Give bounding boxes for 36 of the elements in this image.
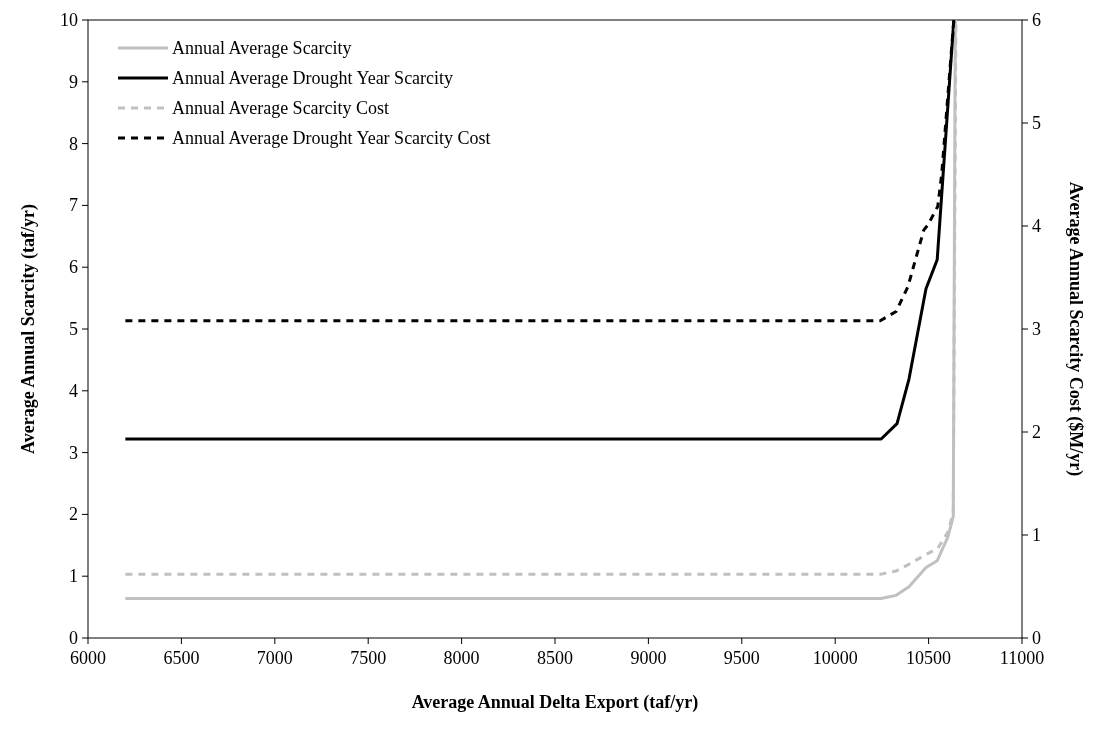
x-tick-label: 11000 xyxy=(999,648,1045,668)
y2-tick-label: 6 xyxy=(1032,10,1041,30)
y2-tick-label: 2 xyxy=(1032,422,1041,442)
x-tick-label: 8000 xyxy=(443,648,480,668)
x-tick-label: 6500 xyxy=(163,648,200,668)
y-tick-label: 7 xyxy=(69,195,78,216)
y-tick-label: 2 xyxy=(69,504,78,525)
x-tick-label: 10500 xyxy=(906,648,952,668)
x-tick-label: 7500 xyxy=(350,648,387,668)
y-tick-label: 0 xyxy=(69,628,78,648)
x-tick-label: 8500 xyxy=(537,648,573,668)
y-tick-label: 3 xyxy=(69,442,78,463)
x-tick-label: 10000 xyxy=(812,648,858,668)
x-tick-label: 9500 xyxy=(723,648,760,668)
y2-tick-label: 0 xyxy=(1032,628,1041,648)
legend-label: Annual Average Drought Year Scarcity xyxy=(172,68,454,88)
y-tick-label: 4 xyxy=(69,380,78,401)
x-tick-label: 7000 xyxy=(256,648,293,668)
y-tick-label: 6 xyxy=(69,257,78,278)
y2-tick-label: 1 xyxy=(1032,525,1041,545)
y2-tick-label: 3 xyxy=(1032,319,1041,339)
y2-tick-label: 4 xyxy=(1032,216,1041,236)
legend-label: Annual Average Scarcity Cost xyxy=(172,98,390,118)
y-tick-label: 8 xyxy=(69,133,78,154)
x-axis-title: Average Annual Delta Export (taf/yr) xyxy=(411,692,699,713)
y-tick-label: 9 xyxy=(69,71,78,92)
y-axis-title: Average Annual Scarcity (taf/yr) xyxy=(18,204,39,454)
x-tick-label: 6000 xyxy=(70,648,106,668)
x-tick-label: 9000 xyxy=(630,648,667,668)
y-tick-label: 1 xyxy=(69,566,78,587)
legend-label: Annual Average Drought Year Scarcity Cost xyxy=(172,128,491,148)
legend-label: Annual Average Scarcity xyxy=(172,38,352,58)
y-tick-label: 10 xyxy=(60,10,78,30)
y-tick-label: 5 xyxy=(69,319,78,339)
y2-axis-title: Average Annual Scarcity Cost ($M/yr) xyxy=(1065,181,1086,477)
y2-tick-label: 5 xyxy=(1032,113,1041,133)
